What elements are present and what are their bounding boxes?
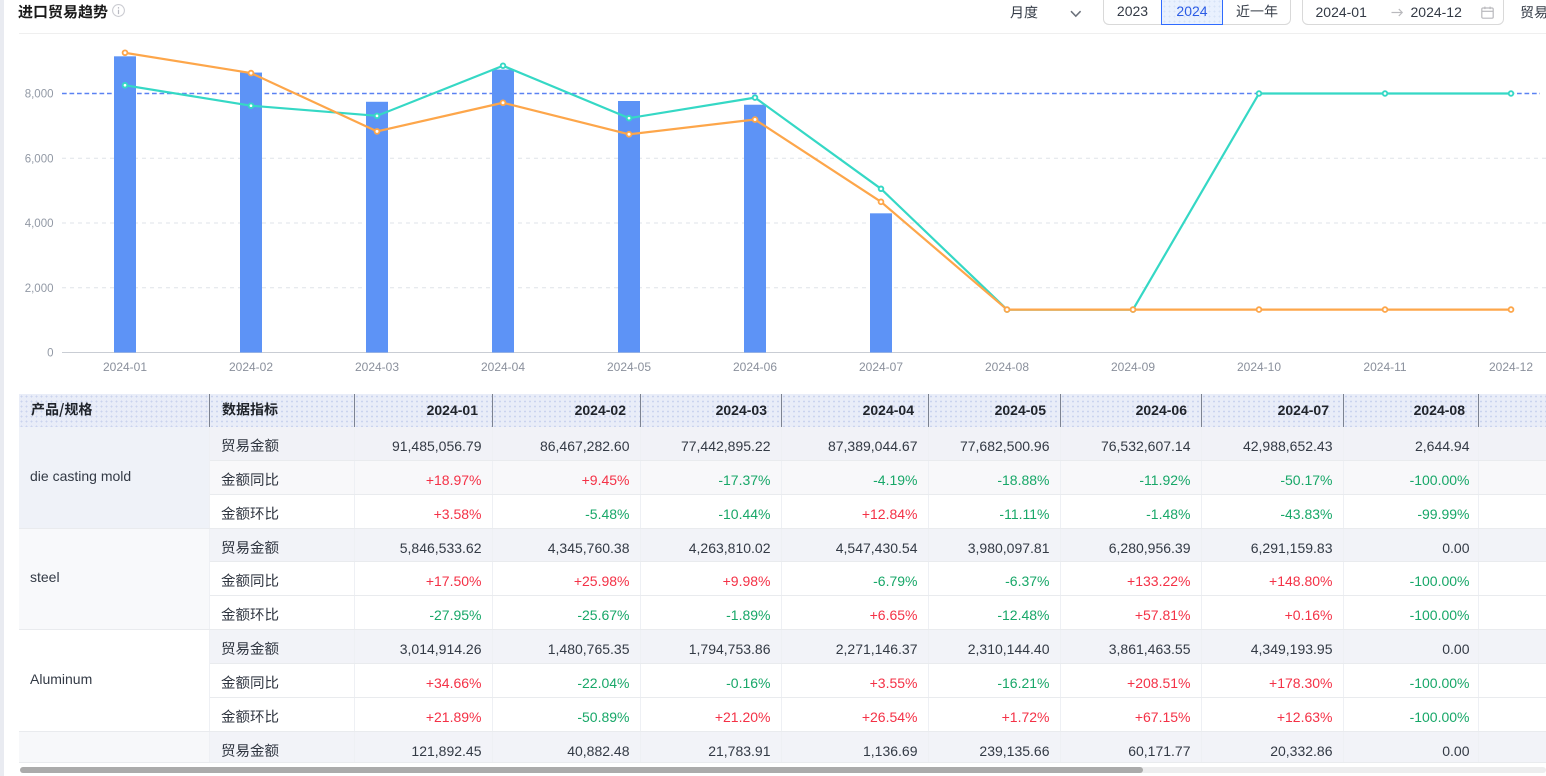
svg-text:2,000: 2,000 [25, 283, 54, 295]
svg-text:2024-04: 2024-04 [481, 360, 525, 374]
svg-text:0: 0 [47, 348, 53, 360]
svg-text:2024-06: 2024-06 [733, 360, 777, 374]
svg-text:2024-10: 2024-10 [1237, 360, 1281, 374]
svg-text:2024-11: 2024-11 [1363, 360, 1406, 374]
svg-text:2024-09: 2024-09 [1111, 360, 1155, 374]
svg-text:2024-01: 2024-01 [103, 360, 147, 374]
svg-text:8,000: 8,000 [25, 89, 54, 101]
svg-text:2024-02: 2024-02 [229, 360, 273, 374]
svg-text:2024-03: 2024-03 [355, 360, 399, 374]
svg-text:2024-12: 2024-12 [1489, 360, 1533, 374]
svg-text:6,000: 6,000 [25, 153, 54, 165]
svg-text:2024-05: 2024-05 [607, 360, 651, 374]
svg-text:2024-07: 2024-07 [859, 360, 903, 374]
svg-text:2024-08: 2024-08 [985, 360, 1029, 374]
svg-text:4,000: 4,000 [25, 218, 54, 230]
